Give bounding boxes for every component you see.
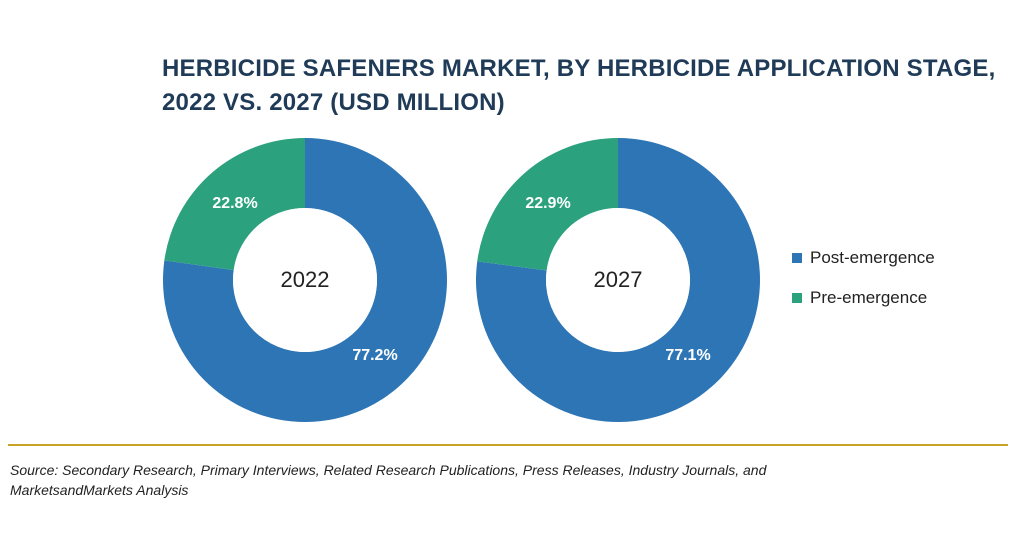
legend-item-pre-emergence: Pre-emergence <box>792 286 935 310</box>
donut-slice-2022-pre-emergence <box>164 138 305 271</box>
donut-hole-2022 <box>233 208 377 352</box>
donut-slice-2027-pre-emergence <box>477 138 618 271</box>
donut-center-label-2027: 2027 <box>594 267 643 292</box>
data-label-2022-pre-emergence: 22.8% <box>212 195 257 212</box>
donut-slice-2022-post-emergence <box>162 138 447 422</box>
source-note: Source: Secondary Research, Primary Inte… <box>10 460 1010 500</box>
legend-label-pre-emergence: Pre-emergence <box>810 288 928 307</box>
donut-center-label-2022: 2022 <box>281 267 330 292</box>
chart-title: HERBICIDE SAFENERS MARKET, BY HERBICIDE … <box>162 52 996 120</box>
legend-swatch-post-emergence <box>792 253 802 263</box>
legend-item-post-emergence: Post-emergence <box>792 246 935 270</box>
divider-rule <box>8 444 1008 446</box>
data-label-2027-post-emergence: 77.1% <box>665 347 710 364</box>
donut-slice-2027-post-emergence <box>476 138 761 422</box>
donut-charts: 77.2% 22.8% 2022 77.1% 22.9% 2027 <box>162 138 761 422</box>
source-line-2: MarketsandMarkets Analysis <box>10 482 189 498</box>
data-label-2027-pre-emergence: 22.9% <box>525 195 570 212</box>
source-line-1: Source: Secondary Research, Primary Inte… <box>10 462 767 478</box>
chart-title-line-2: 2022 VS. 2027 (USD MILLION) <box>162 89 505 116</box>
donut-hole-2027 <box>546 208 690 352</box>
legend-label-post-emergence: Post-emergence <box>810 248 935 267</box>
chart-title-line-1: HERBICIDE SAFENERS MARKET, BY HERBICIDE … <box>162 55 996 82</box>
legend-swatch-pre-emergence <box>792 293 802 303</box>
legend: Post-emergence Pre-emergence <box>792 246 935 326</box>
data-label-2022-post-emergence: 77.2% <box>352 347 397 364</box>
